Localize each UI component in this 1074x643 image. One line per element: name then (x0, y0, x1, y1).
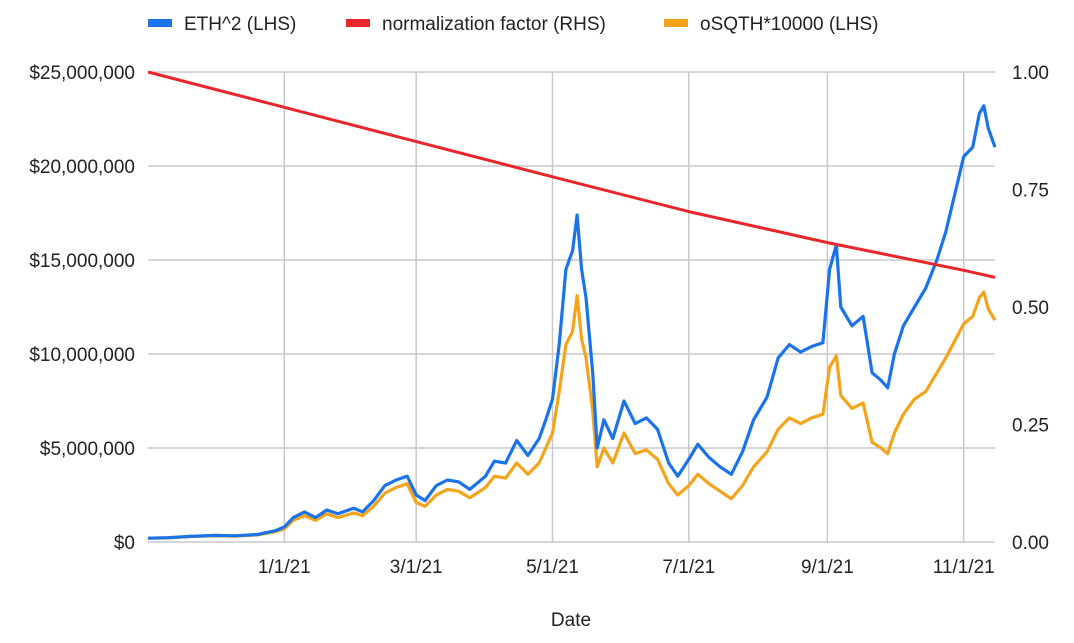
series-line-2 (147, 290, 997, 540)
y-left-tick-label: $0 (114, 533, 135, 554)
y-right-tick-label: 0.50 (1012, 298, 1049, 319)
x-axis: 1/1/21 3/1/21 5/1/21 7/1/21 9/1/21 11/1/21 (258, 557, 995, 578)
y-left-tick-label: $25,000,000 (29, 63, 135, 84)
legend-label: ETH^2 (LHS) (184, 14, 296, 35)
x-tick-label: 11/1/21 (933, 557, 995, 578)
x-tick-label: 3/1/21 (390, 557, 443, 578)
series-layer (147, 70, 997, 540)
y-right-tick-label: 0.00 (1012, 533, 1049, 554)
x-tick-label: 5/1/21 (526, 557, 579, 578)
y-left-tick-label: $15,000,000 (29, 251, 135, 272)
legend-swatch (346, 19, 370, 27)
legend-swatch (148, 19, 172, 27)
y-axis-right: 0.00 0.25 0.50 0.75 1.00 (1012, 63, 1049, 554)
y-left-tick-label: $20,000,000 (29, 157, 135, 178)
y-left-tick-label: $10,000,000 (29, 345, 135, 366)
legend-label: normalization factor (RHS) (382, 14, 606, 35)
y-right-tick-label: 0.25 (1012, 416, 1049, 437)
legend-swatch (664, 19, 688, 27)
y-left-tick-label: $5,000,000 (40, 439, 135, 460)
gridlines (148, 71, 995, 543)
x-axis-title: Date (551, 610, 591, 631)
legend: ETH^2 (LHS) normalization factor (RHS) oSQ… (148, 14, 878, 35)
y-axis-left: $0 $5,000,000 $10,000,000 $15,000,000 $20,00… (29, 63, 135, 554)
x-tick-label: 1/1/21 (258, 557, 311, 578)
series-line-0 (147, 104, 997, 540)
x-tick-label: 9/1/21 (801, 557, 854, 578)
x-tick-label: 7/1/21 (662, 557, 715, 578)
y-right-tick-label: 0.75 (1012, 181, 1049, 202)
series-line-1 (147, 70, 996, 279)
y-right-tick-label: 1.00 (1012, 63, 1049, 84)
legend-label: oSQTH*10000 (LHS) (700, 14, 878, 35)
